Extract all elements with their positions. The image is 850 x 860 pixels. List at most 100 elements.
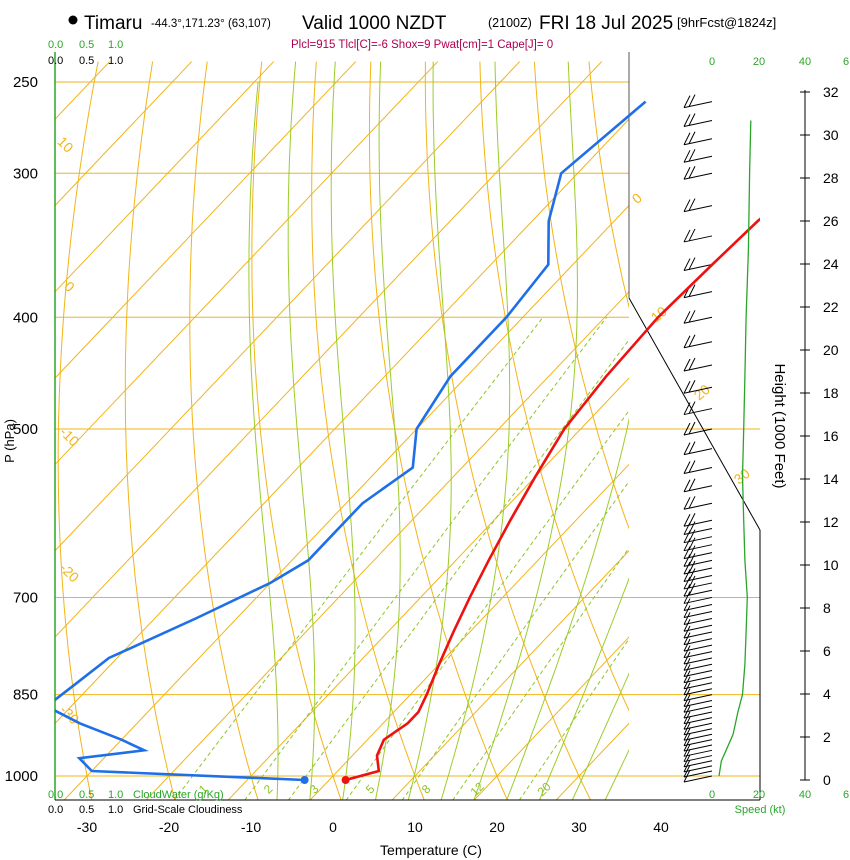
isotherm-line	[55, 61, 275, 293]
wind-barb-flag	[688, 113, 696, 126]
wind-barb-flag	[683, 402, 691, 415]
mixing-ratio-line	[173, 316, 544, 800]
moist-adiabat	[473, 61, 578, 800]
wind-barb-shaft	[683, 744, 713, 752]
dry-adiabat	[588, 61, 629, 309]
temperature-tick-30: 30	[571, 819, 587, 835]
pressure-tick-300: 300	[13, 165, 38, 182]
isotherm-line	[391, 550, 629, 800]
wind-barb-shaft	[683, 364, 713, 372]
wind-barb-flag	[683, 554, 691, 567]
wind-barb-shaft	[683, 428, 713, 436]
wind-barb-flag	[683, 422, 691, 436]
wind-barb-flag	[688, 380, 696, 393]
wind-barb	[683, 441, 713, 456]
isotherm-line	[55, 61, 193, 207]
wind-barb-flag	[683, 442, 691, 455]
wind-barb	[683, 113, 713, 128]
wind-barb	[683, 131, 713, 146]
wind-barb-shaft	[683, 760, 713, 768]
cloud-scales: 0.0 0.5 1.0 0.0 0.5 1.0 0.0 0.5 1.0 Clou…	[48, 39, 243, 816]
cloud-water-tick-1: 0.5	[79, 789, 94, 801]
wind-barb	[683, 568, 713, 583]
wind-barb-flag	[683, 651, 691, 665]
speed-tick-top-0: 0	[709, 56, 715, 68]
wind-barb	[683, 619, 713, 632]
wind-barb-shaft	[683, 770, 713, 778]
height-tick-24: 24	[823, 256, 839, 272]
dry-adiabat	[424, 61, 592, 800]
wind-barb-flag	[688, 421, 696, 435]
wind-barb-flag	[688, 334, 696, 347]
mixing-ratio-label-20: 20	[534, 779, 554, 799]
cloud-water-tick-0: 0.0	[48, 789, 63, 801]
mixing-ratio-line	[287, 339, 629, 800]
dry-adiabat	[533, 61, 629, 530]
dry-adiabat	[479, 61, 629, 712]
temperature-tick-0: 0	[329, 819, 337, 835]
mixing-ratio-label-5: 5	[363, 782, 378, 797]
dewpoint-profile	[55, 100, 647, 782]
speed-tick-top-3: 6	[843, 56, 849, 68]
isotherm-line	[145, 291, 629, 800]
wind-barb-shaft	[683, 589, 713, 597]
temperature-tick--20: -20	[159, 819, 179, 835]
wind-barb-flag	[683, 576, 691, 590]
height-tick-6: 6	[823, 643, 831, 659]
moist-adiabat	[248, 81, 279, 800]
wind-barb-flag	[688, 166, 696, 179]
isotherm-label-7: 20	[691, 381, 713, 403]
wind-barb-flag	[683, 605, 691, 618]
wind-barb-flag	[683, 598, 691, 611]
height-tick-2: 2	[823, 729, 831, 745]
wind-barb-shaft	[683, 694, 713, 702]
wind-barb-flag	[683, 311, 691, 324]
speed-tick-3: 6	[843, 789, 849, 801]
wind-barb	[683, 605, 713, 619]
wind-barb	[683, 553, 713, 567]
wind-barb-shaft	[683, 386, 713, 394]
moist-adiabat	[374, 61, 401, 800]
wind-barb-shaft	[683, 717, 713, 725]
speed-label: Speed (kt)	[735, 804, 786, 816]
wind-barb-flag	[683, 612, 691, 625]
wind-barb-flag	[683, 258, 691, 271]
wind-barb-flag	[683, 199, 691, 212]
cloudiness-label: Grid-Scale Cloudiness	[133, 804, 243, 816]
cloudiness-tick-top-2: 1.0	[108, 55, 123, 67]
wind-barb-flag	[683, 584, 691, 597]
wind-barb-flag	[688, 568, 696, 581]
wind-barb-flag	[688, 521, 696, 534]
wind-barb-flag	[683, 645, 691, 658]
moist-adiabat	[330, 61, 356, 800]
speed-tick-2: 40	[799, 789, 811, 801]
wind-barb-shaft	[683, 617, 713, 625]
wind-barb-shaft	[683, 604, 713, 612]
wind-barb-flag	[683, 625, 691, 639]
height-tick-8: 8	[823, 600, 831, 616]
wind-barb	[683, 228, 713, 243]
station-coords: -44.3°,171.23° (63,107)	[151, 18, 271, 30]
isotherm-label-3: -20	[57, 560, 83, 586]
wind-barb-flag	[688, 228, 696, 242]
wind-barb-shaft	[683, 755, 713, 763]
wind-barb-shaft	[683, 205, 713, 213]
wind-barb-flag	[683, 676, 691, 689]
wind-barb-shaft	[683, 519, 713, 527]
wind-barb	[683, 421, 713, 436]
moist-adiabat	[440, 61, 511, 800]
isotherm-line	[55, 61, 521, 552]
wind-barb	[683, 670, 713, 684]
wind-barb-flag	[683, 167, 691, 180]
pressure-tick-850: 850	[13, 687, 38, 704]
pressure-tick-250: 250	[13, 74, 38, 91]
forecast-info: [9hrFcst@1824z]	[677, 15, 776, 30]
wind-barb-flag	[683, 95, 691, 108]
wind-barb-flag	[683, 514, 691, 527]
wind-barb	[683, 645, 713, 659]
wind-barb-shaft	[683, 528, 713, 536]
wind-barb-flag	[688, 560, 696, 574]
pressure-tick-400: 400	[13, 309, 38, 326]
wind-barb-flag	[683, 688, 691, 701]
